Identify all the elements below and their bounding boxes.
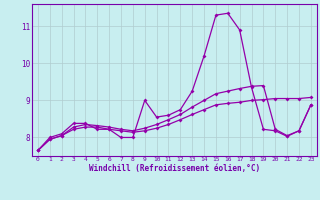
- X-axis label: Windchill (Refroidissement éolien,°C): Windchill (Refroidissement éolien,°C): [89, 164, 260, 173]
